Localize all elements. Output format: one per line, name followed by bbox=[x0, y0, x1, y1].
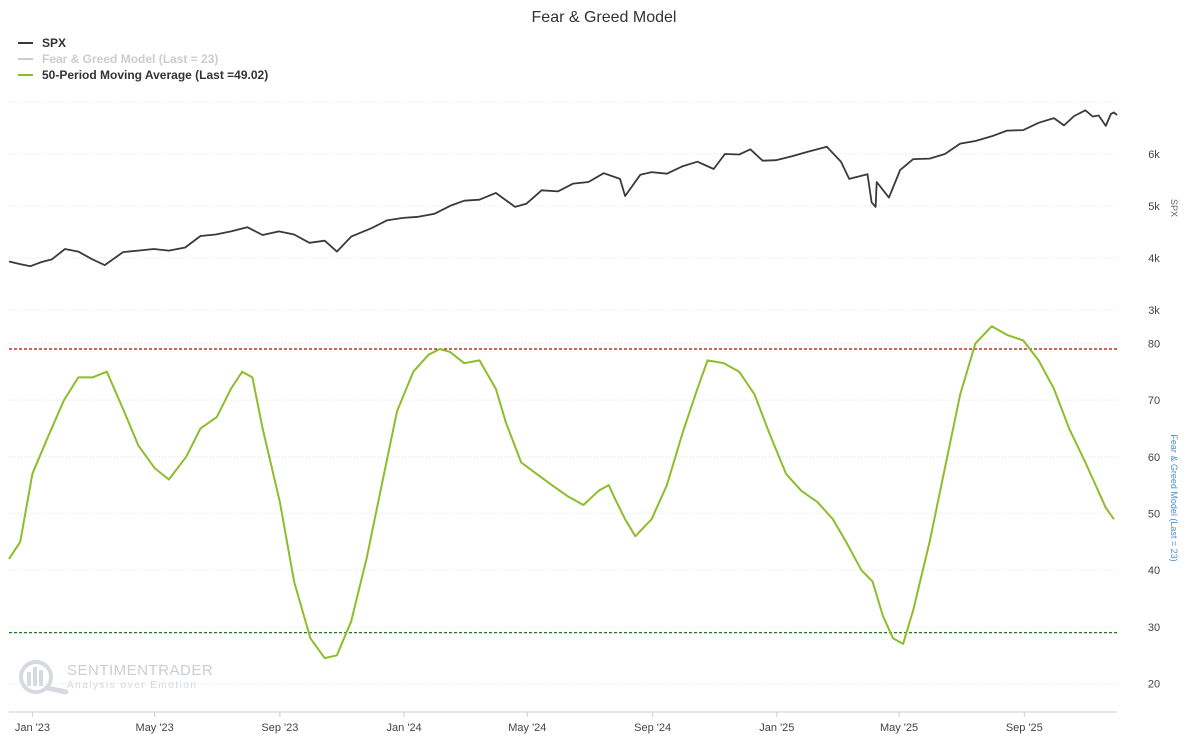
axes: 3k 4k 5k 6k 20 30 40 50 60 70 80 SPX Fear & Greed Mo… bbox=[9, 149, 1179, 734]
y-tick-label: 60 bbox=[1148, 452, 1160, 464]
watermark-logo-icon bbox=[19, 660, 69, 695]
watermark-name: SENTIMENTRADER bbox=[67, 662, 213, 679]
x-tick-label: May '24 bbox=[508, 722, 546, 734]
chart-title: Fear & Greed Model bbox=[532, 9, 677, 26]
x-tick-label: Jan '24 bbox=[387, 722, 422, 734]
x-tick-label: May '25 bbox=[880, 722, 918, 734]
legend-item: 50-Period Moving Average (Last =49.02) bbox=[42, 68, 268, 82]
y-tick-label: 80 bbox=[1148, 338, 1160, 350]
y-tick-label: 20 bbox=[1148, 679, 1160, 691]
x-tick-label: Sep '25 bbox=[1006, 722, 1043, 734]
y-tick-label: 6k bbox=[1148, 149, 1160, 161]
series-line-spx bbox=[8, 109, 1118, 268]
legend-item: SPX bbox=[42, 36, 66, 50]
spx-axis-title: SPX bbox=[1169, 199, 1179, 217]
legend-item: Fear & Greed Model (Last = 23) bbox=[42, 52, 218, 66]
y-tick-label: 50 bbox=[1148, 509, 1160, 521]
x-tick-label: Sep '23 bbox=[261, 722, 298, 734]
y-tick-label: 70 bbox=[1148, 395, 1160, 407]
y-tick-label: 4k bbox=[1148, 253, 1160, 265]
x-tick-label: Sep '24 bbox=[634, 722, 671, 734]
x-tick-label: May '23 bbox=[136, 722, 174, 734]
legend: SPX Fear & Greed Model (Last = 23) 50-Peri… bbox=[18, 36, 268, 82]
y-tick-label: 5k bbox=[1148, 201, 1160, 213]
series-line-50-period-moving-average bbox=[8, 325, 1115, 660]
y-tick-label: 30 bbox=[1148, 622, 1160, 634]
series-lines bbox=[8, 109, 1118, 660]
watermark-tagline: Analysis over Emotion bbox=[67, 680, 197, 691]
y-tick-label: 3k bbox=[1148, 305, 1160, 317]
y-tick-label: 40 bbox=[1148, 565, 1160, 577]
x-tick-label: Jan '25 bbox=[759, 722, 794, 734]
watermark: SENTIMENTRADER Analysis over Emotion bbox=[19, 660, 213, 695]
fear-greed-axis-title: Fear & Greed Model (Last = 23) bbox=[1169, 434, 1179, 561]
x-tick-label: Jan '23 bbox=[15, 722, 50, 734]
